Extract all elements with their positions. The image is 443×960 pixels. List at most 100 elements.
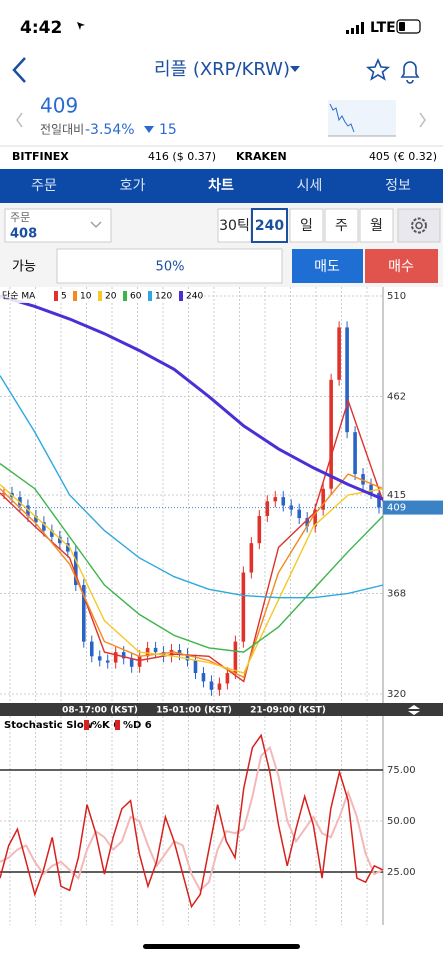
candle	[66, 543, 70, 552]
legend-label: 20	[105, 292, 117, 302]
interval-label: 월	[370, 218, 383, 234]
location-icon	[77, 22, 85, 30]
tab-label[interactable]: 호가	[120, 178, 146, 194]
candle	[345, 327, 349, 433]
legend-label: 240	[186, 292, 203, 302]
interval-button[interactable]	[359, 208, 394, 243]
interval-button[interactable]	[324, 208, 359, 243]
candle	[217, 683, 222, 690]
candle	[329, 379, 333, 489]
prev-coin[interactable]	[16, 112, 23, 128]
ma-line	[0, 473, 384, 679]
legend-swatch	[98, 291, 102, 301]
candle	[193, 660, 198, 674]
order-chevron	[90, 221, 102, 228]
candle	[305, 518, 309, 527]
x-tick-label: 21-09:00 (KST)	[250, 706, 326, 716]
candle	[121, 652, 126, 659]
y-tick-label: 320	[387, 689, 406, 700]
ratio-box[interactable]	[56, 248, 283, 284]
change-pct: -3.54%	[85, 122, 135, 138]
tab-bar	[0, 169, 443, 203]
candle	[257, 515, 262, 544]
candle	[353, 432, 357, 475]
candle	[337, 327, 341, 380]
status-network: LTE	[370, 20, 396, 36]
candle	[105, 660, 110, 663]
candle	[81, 585, 86, 642]
candle	[42, 522, 46, 531]
ma-line	[0, 484, 384, 674]
y-tick-label: 462	[387, 392, 406, 403]
candle	[233, 641, 238, 674]
stoch-title: Stochastic Slow	[4, 720, 93, 731]
signal-icon	[346, 22, 364, 34]
candle	[361, 474, 365, 485]
legend-swatch	[123, 291, 127, 301]
candle	[297, 509, 302, 519]
back-button[interactable]	[12, 57, 26, 83]
resize-handle[interactable]	[408, 705, 420, 715]
favorite-button[interactable]	[365, 57, 391, 81]
candle	[249, 543, 254, 573]
status-time: 4:42	[20, 18, 62, 38]
settings-button[interactable]	[397, 208, 441, 243]
candle	[74, 551, 78, 586]
candle	[201, 673, 206, 682]
tab-label[interactable]: 차트	[208, 178, 234, 194]
ma-line	[0, 463, 384, 653]
home-indicator	[143, 944, 300, 949]
y-tick-label: 415	[387, 490, 406, 501]
legend-swatch	[84, 720, 89, 730]
sell-button[interactable]	[292, 249, 363, 283]
candle	[97, 656, 102, 661]
order-label: 주문	[10, 211, 30, 224]
interval-button[interactable]	[217, 208, 252, 243]
candle	[18, 497, 22, 506]
alarm-button[interactable]	[400, 61, 420, 84]
header-title: 리플 (XRP/KRW)	[154, 59, 290, 80]
tab-label[interactable]: 정보	[385, 178, 411, 194]
battery	[396, 19, 421, 34]
ma-line	[0, 398, 384, 683]
legend-swatch	[73, 291, 77, 301]
legend-swatch	[115, 720, 120, 730]
interval-label: 240	[255, 218, 284, 234]
y-tick-label: 50.00	[387, 816, 416, 827]
last-price-label: 409	[387, 503, 406, 514]
sparkline	[328, 100, 396, 137]
legend-swatch	[54, 291, 58, 301]
candle	[89, 641, 94, 657]
candle	[313, 509, 317, 527]
sell-label: 매도	[314, 259, 340, 275]
order-value: 408	[10, 227, 37, 242]
candle	[225, 673, 230, 684]
ratio-label: 가능	[12, 260, 36, 275]
interval-button[interactable]	[251, 208, 288, 243]
interval-label: 30틱	[219, 218, 250, 234]
ma-line	[0, 294, 384, 501]
candle	[34, 515, 38, 523]
y-tick-label: 510	[387, 291, 406, 302]
candle	[209, 681, 214, 690]
battery-level	[399, 22, 405, 31]
candle	[241, 572, 246, 642]
legend-label: 5	[61, 292, 67, 302]
candle	[321, 488, 325, 510]
candle	[145, 647, 150, 657]
stoch-line	[0, 745, 384, 892]
interval-button[interactable]	[289, 208, 324, 243]
title-caret[interactable]	[290, 66, 300, 72]
candle	[26, 505, 30, 516]
candle	[185, 654, 190, 661]
x-tick-label: 08-17:00 (KST)	[62, 706, 138, 716]
tab-label[interactable]: 시세	[297, 178, 323, 194]
tab-label[interactable]: 주문	[31, 178, 57, 194]
y-tick-label: 368	[387, 588, 406, 599]
buy-button[interactable]	[365, 249, 438, 283]
order-select[interactable]	[4, 208, 112, 243]
candle	[281, 497, 286, 506]
next-coin[interactable]	[419, 112, 426, 128]
gear-hole	[415, 221, 423, 230]
